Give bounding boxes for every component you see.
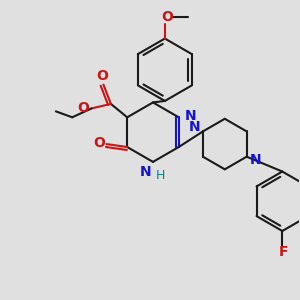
Text: O: O xyxy=(161,10,173,24)
Text: N: N xyxy=(250,153,261,167)
Text: N: N xyxy=(140,165,152,179)
Text: F: F xyxy=(279,245,289,260)
Text: O: O xyxy=(96,69,108,83)
Text: O: O xyxy=(93,136,105,150)
Text: O: O xyxy=(77,101,89,116)
Text: H: H xyxy=(155,169,165,182)
Text: N: N xyxy=(188,120,200,134)
Text: N: N xyxy=(185,109,196,123)
